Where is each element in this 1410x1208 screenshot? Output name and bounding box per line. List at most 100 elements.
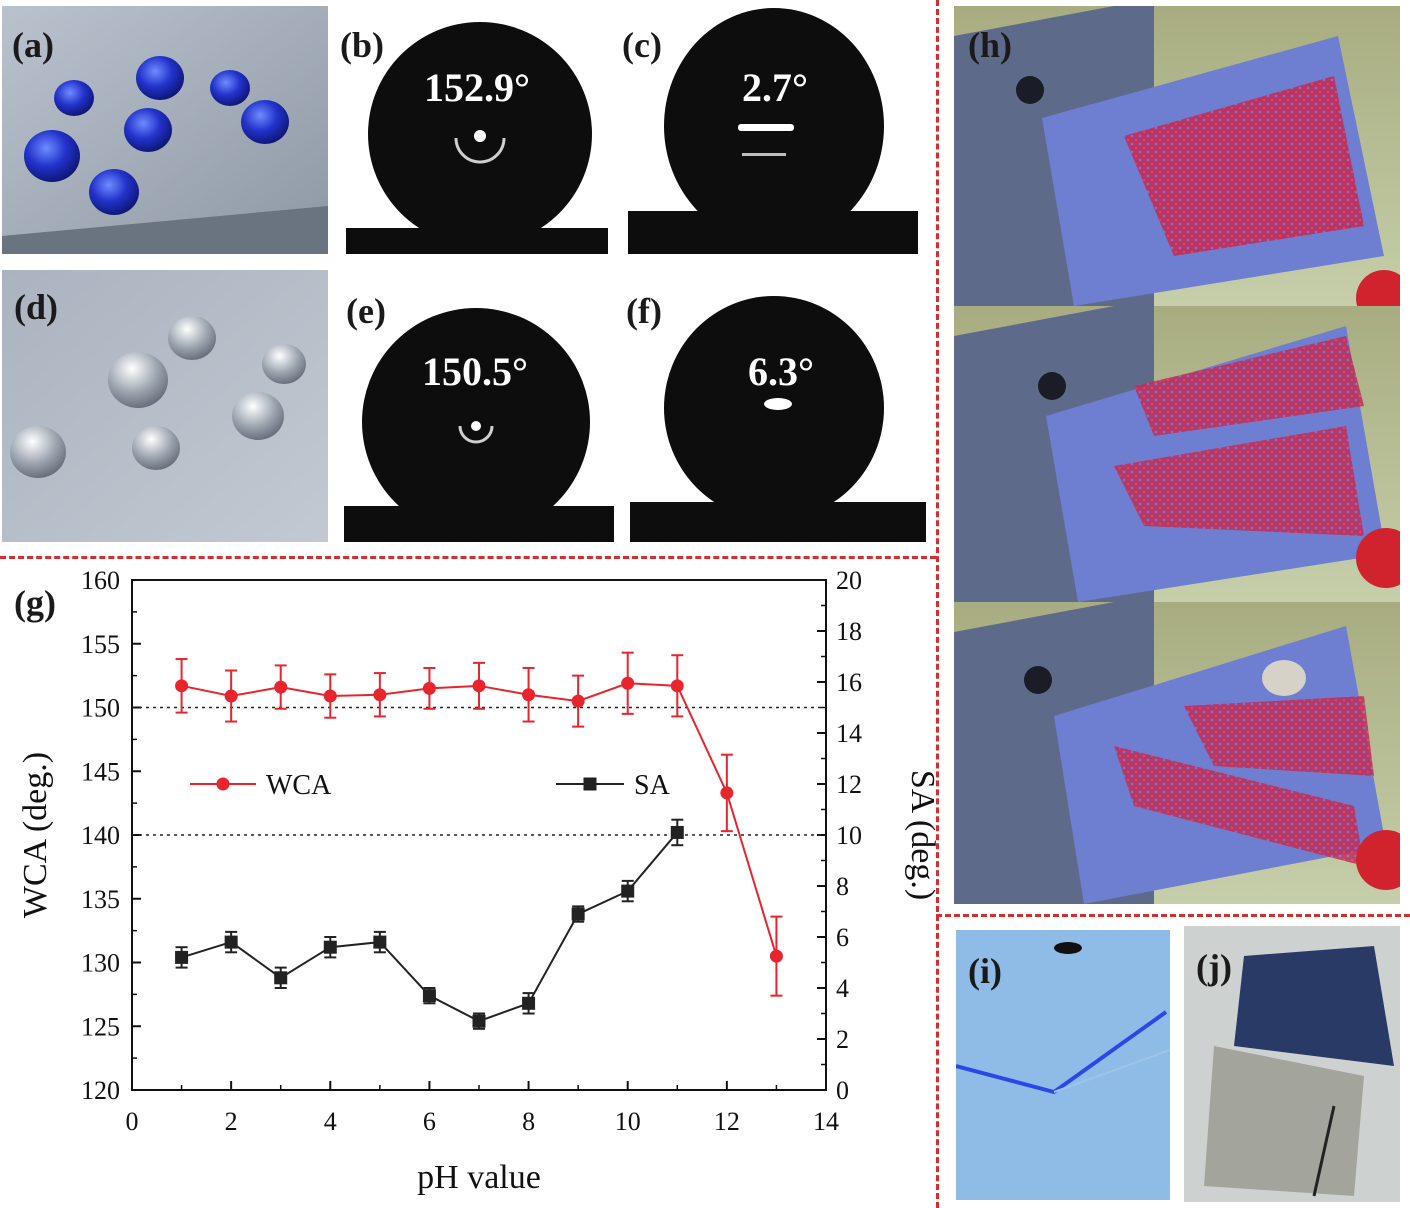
panel-label-g: (g) <box>14 583 56 623</box>
x-tick-label: 2 <box>225 1107 238 1136</box>
y-right-tick-label: 20 <box>836 566 862 595</box>
legend-marker-sa <box>583 777 597 791</box>
droplet <box>124 108 172 152</box>
data-point-wca <box>571 694 585 708</box>
y-left-tick-label: 150 <box>81 694 120 723</box>
legend-label-wca: WCA <box>266 770 332 801</box>
panel-f: (f) 6.3° <box>622 270 926 542</box>
panel-label-h: (h) <box>968 25 1012 65</box>
x-tick-label: 4 <box>324 1107 337 1136</box>
contact-angle-drop-image <box>336 270 616 542</box>
y-left-tick-label: 120 <box>81 1076 120 1105</box>
y-left-tick-label: 160 <box>81 566 120 595</box>
panel-label-f: (f) <box>626 291 662 331</box>
y-left-tick-label: 140 <box>81 821 120 850</box>
panel-g-chart: 0 2 4 6 8 10 12 14 120 125 130 135 140 145 150 155 160 0 2… <box>0 560 936 1208</box>
y-right-tick-label: 12 <box>836 770 862 799</box>
droplet <box>168 316 216 360</box>
contact-angle-value: 6.3° <box>748 349 814 394</box>
contact-angle-value: 152.9° <box>424 65 530 110</box>
panel-e: (e) 150.5° <box>336 270 616 542</box>
data-point-wca <box>373 688 387 702</box>
droplet <box>89 169 139 215</box>
data-point-sa <box>373 935 387 949</box>
data-point-sa <box>422 989 436 1003</box>
y-right-tick-label: 10 <box>836 821 862 850</box>
y-right-tick-label: 4 <box>836 974 849 1003</box>
panel-label-i: (i) <box>968 951 1002 991</box>
panel-label-d: (d) <box>14 287 58 327</box>
divider-horizontal-left <box>0 556 936 559</box>
droplet <box>210 70 250 106</box>
droplet <box>108 352 168 408</box>
y-right-axis-label: SA (deg.) <box>904 770 936 900</box>
photo-blue-droplets <box>2 6 328 254</box>
panel-label-j: (j) <box>1196 947 1232 987</box>
y-left-tick-label: 155 <box>81 630 120 659</box>
panel-label-a: (a) <box>12 25 54 65</box>
y-right-tick-label: 16 <box>836 668 862 697</box>
data-point-wca <box>720 786 734 800</box>
photo-frame-2 <box>954 306 1400 602</box>
panel-j: (j) <box>1184 926 1400 1202</box>
y-left-tick-label: 145 <box>81 757 120 786</box>
data-point-wca <box>621 676 635 690</box>
data-point-wca <box>274 680 288 694</box>
data-point-wca <box>323 689 337 703</box>
photo-immersed-plate <box>1184 926 1400 1202</box>
panel-d: (d) <box>2 270 328 542</box>
photo-frame-3 <box>954 602 1400 904</box>
y-right-tick-label: 14 <box>836 719 862 748</box>
data-point-sa <box>670 825 684 839</box>
photo-water-jet-on-plate <box>956 930 1170 1200</box>
data-point-wca <box>670 679 684 693</box>
data-point-wca <box>422 681 436 695</box>
y-right-tick-label: 0 <box>836 1076 849 1105</box>
data-point-sa <box>621 884 635 898</box>
x-tick-label: 14 <box>813 1107 839 1136</box>
droplet <box>232 392 284 440</box>
x-tick-label: 0 <box>126 1107 139 1136</box>
data-point-sa <box>274 971 288 985</box>
data-point-wca <box>769 949 783 963</box>
y-right-tick-label: 18 <box>836 617 862 646</box>
contact-angle-drop-image <box>622 270 926 542</box>
chart-wca-sa-vs-ph: 0 2 4 6 8 10 12 14 120 125 130 135 140 145 150 155 160 0 2… <box>17 566 936 1196</box>
panel-label-e: (e) <box>346 291 386 331</box>
contact-angle-drop-image <box>618 6 918 254</box>
data-point-wca <box>472 679 486 693</box>
x-tick-label: 12 <box>714 1107 740 1136</box>
series-line-wca <box>181 682 778 957</box>
panel-label-b: (b) <box>340 25 384 65</box>
x-tick-label: 6 <box>423 1107 436 1136</box>
data-point-wca <box>175 679 189 693</box>
legend-label-sa: SA <box>634 770 671 801</box>
photo-clear-droplets <box>2 270 328 542</box>
data-point-sa <box>323 940 337 954</box>
y-left-tick-label: 130 <box>81 949 120 978</box>
y-left-tick-label: 135 <box>81 885 120 914</box>
x-axis-label: pH value <box>417 1159 541 1196</box>
divider-vertical <box>936 0 939 1208</box>
y-left-axis-label: WCA (deg.) <box>17 752 54 918</box>
panel-label-c: (c) <box>622 25 662 65</box>
droplet <box>54 80 94 116</box>
droplet <box>262 344 306 384</box>
data-point-sa <box>175 950 189 964</box>
droplet <box>10 426 66 478</box>
photo-frame-1 <box>954 6 1400 326</box>
droplet <box>132 426 180 470</box>
panel-i: (i) <box>956 930 1170 1200</box>
data-point-wca <box>224 689 238 703</box>
droplet <box>241 100 289 144</box>
data-point-sa <box>571 907 585 921</box>
panel-c: (c) 2.7° <box>618 6 918 254</box>
data-point-sa <box>472 1014 486 1028</box>
droplet <box>136 56 184 100</box>
x-tick-label: 8 <box>522 1107 535 1136</box>
y-right-tick-label: 6 <box>836 923 849 952</box>
contact-angle-value: 150.5° <box>422 349 528 394</box>
panel-a: (a) <box>2 6 328 254</box>
panel-b: (b) 152.9° <box>336 6 610 254</box>
data-point-sa <box>224 935 238 949</box>
